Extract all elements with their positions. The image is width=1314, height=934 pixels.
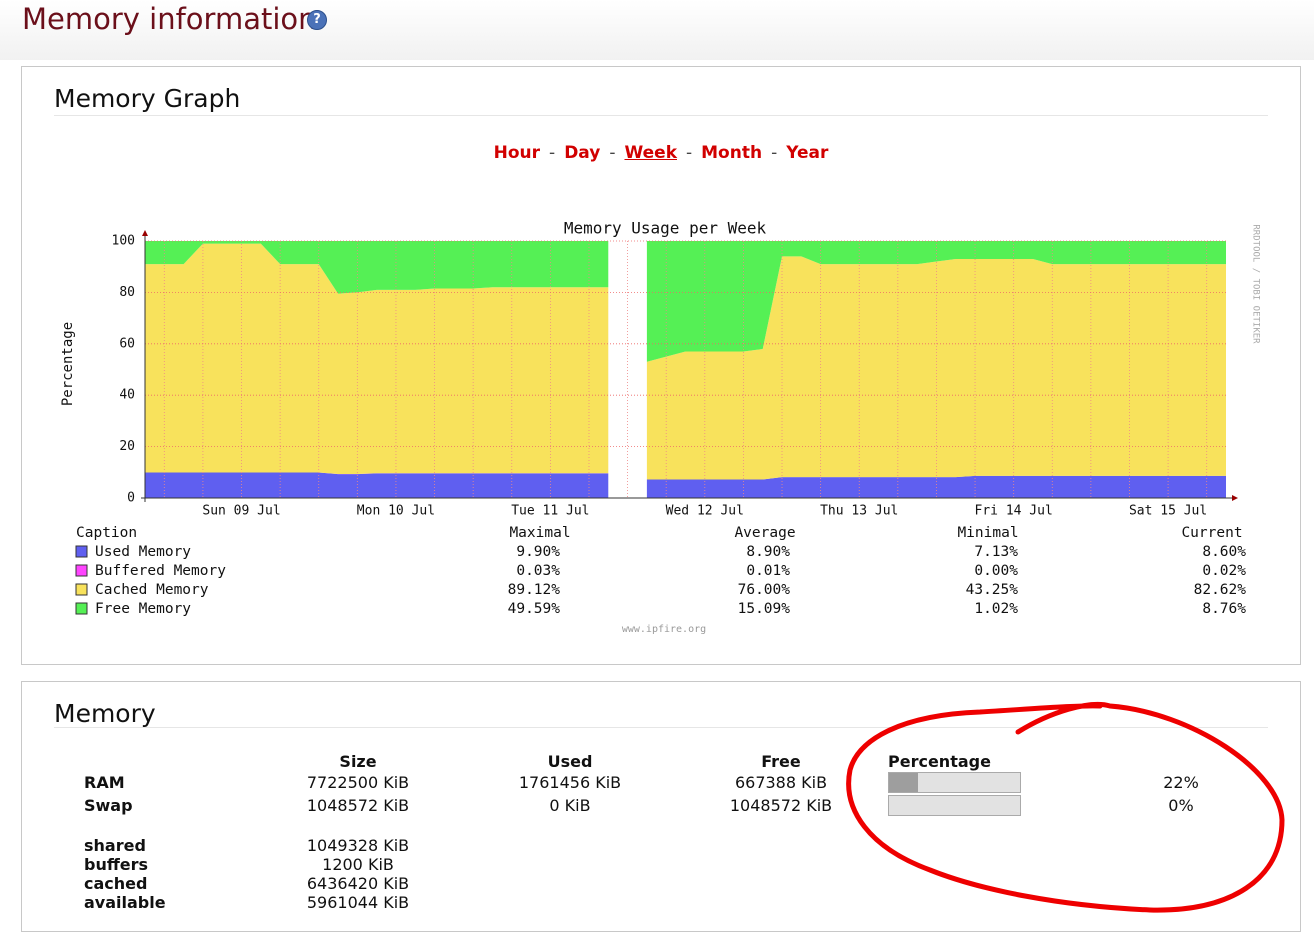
rule: [54, 727, 1268, 728]
legend-stat: 8.76%: [1202, 601, 1246, 617]
legend-stat: 49.59%: [508, 601, 561, 617]
row-label: cached: [84, 874, 148, 893]
legend-stat: 1.02%: [974, 601, 1018, 617]
x-tick-label: Mon 10 Jul: [357, 504, 435, 519]
legend-label: Buffered Memory: [95, 563, 226, 579]
footer: www.ipfire.org: [622, 624, 706, 635]
y-tick-label: 40: [119, 388, 135, 403]
legend-label: Cached Memory: [95, 582, 209, 598]
y-tick-label: 80: [119, 285, 135, 300]
legend-header: Current: [1181, 525, 1242, 541]
legend-stat: 0.02%: [1202, 563, 1246, 579]
legend-stat: 7.13%: [974, 544, 1018, 560]
range-links: Hour - Day - Week - Month - Year: [22, 143, 1300, 163]
cell: 667388 KiB: [734, 773, 828, 792]
legend-stat: 15.09%: [738, 601, 791, 617]
cell: 1048572 KiB: [729, 796, 833, 815]
range-link[interactable]: Week: [624, 143, 677, 163]
column-header: Used: [547, 752, 593, 771]
legend-swatch: [75, 564, 88, 577]
percentage-label: 22%: [1163, 773, 1199, 792]
area: [145, 241, 1226, 362]
column-header: Free: [761, 752, 801, 771]
y-axis-label: Percentage: [60, 322, 76, 406]
chart-title: Memory Usage per Week: [564, 219, 767, 238]
legend-stat: 43.25%: [966, 582, 1019, 598]
x-tick-label: Fri 14 Jul: [975, 504, 1053, 519]
row-label: RAM: [84, 773, 125, 792]
percentage-fill: [889, 773, 918, 792]
row-label: available: [84, 893, 166, 912]
y-tick-label: 60: [119, 336, 135, 351]
rule: [54, 115, 1268, 116]
x-tick-label: Thu 13 Jul: [820, 504, 898, 519]
x-tick-label: Tue 11 Jul: [511, 504, 589, 519]
caption-header: Caption: [76, 525, 137, 541]
percentage-label: 0%: [1168, 796, 1194, 815]
axis-arrow: [142, 230, 148, 236]
area: [145, 243, 1226, 480]
panel-title: Memory: [54, 699, 156, 728]
separator: -: [609, 143, 616, 163]
legend-swatch: [75, 602, 88, 615]
separator: -: [686, 143, 693, 163]
area: [145, 472, 1226, 498]
range-link[interactable]: Hour: [493, 143, 541, 163]
cell: 1200 KiB: [322, 855, 394, 874]
row-label: Swap: [84, 796, 133, 815]
y-tick-label: 0: [127, 491, 135, 506]
legend-label: Used Memory: [95, 544, 191, 560]
page-title: Memory information: [22, 2, 317, 36]
x-tick-label: Wed 12 Jul: [666, 504, 744, 519]
column-header: Size: [339, 752, 377, 771]
legend-stat: 8.90%: [746, 544, 790, 560]
column-header: Percentage: [888, 752, 991, 771]
watermark: RRDTOOL / TOBI OETIKER: [1251, 224, 1261, 344]
separator: -: [771, 143, 778, 163]
legend-stat: 0.03%: [516, 563, 560, 579]
y-tick-label: 20: [119, 439, 135, 454]
axis-arrow: [1232, 495, 1238, 501]
legend-stat: 76.00%: [738, 582, 791, 598]
legend-stat: 89.12%: [508, 582, 561, 598]
cell: 1049328 KiB: [306, 836, 410, 855]
legend-label: Free Memory: [95, 601, 191, 617]
help-icon[interactable]: ?: [307, 10, 327, 30]
range-link[interactable]: Month: [701, 143, 763, 163]
x-tick-label: Sat 15 Jul: [1129, 504, 1207, 519]
legend-header: Minimal: [957, 525, 1018, 541]
row-label: buffers: [84, 855, 149, 874]
legend-stat: 8.60%: [1202, 544, 1246, 560]
percentage-bar: [888, 772, 1021, 793]
cell: 7722500 KiB: [306, 773, 410, 792]
row-label: shared: [84, 836, 146, 855]
cell: 1761456 KiB: [518, 773, 622, 792]
legend-stat: 0.01%: [746, 563, 790, 579]
y-tick-label: 100: [112, 234, 135, 249]
range-link[interactable]: Day: [564, 143, 601, 163]
cell: 6436420 KiB: [306, 874, 410, 893]
legend-stat: 0.00%: [974, 563, 1018, 579]
cell: 1048572 KiB: [306, 796, 410, 815]
legend-header: Average: [734, 525, 795, 541]
header: Memory information ?: [0, 0, 1314, 60]
cell: 5961044 KiB: [306, 893, 410, 912]
separator: -: [549, 143, 556, 163]
legend-swatch: [75, 583, 88, 596]
legend-swatch: [75, 545, 88, 558]
cell: 0 KiB: [549, 796, 591, 815]
legend-stat: 9.90%: [516, 544, 560, 560]
legend-header: Maximal: [509, 525, 570, 541]
percentage-bar: [888, 795, 1021, 816]
panel-title: Memory Graph: [54, 84, 241, 113]
x-tick-label: Sun 09 Jul: [202, 504, 280, 519]
range-link[interactable]: Year: [786, 143, 829, 163]
legend-stat: 82.62%: [1194, 582, 1247, 598]
